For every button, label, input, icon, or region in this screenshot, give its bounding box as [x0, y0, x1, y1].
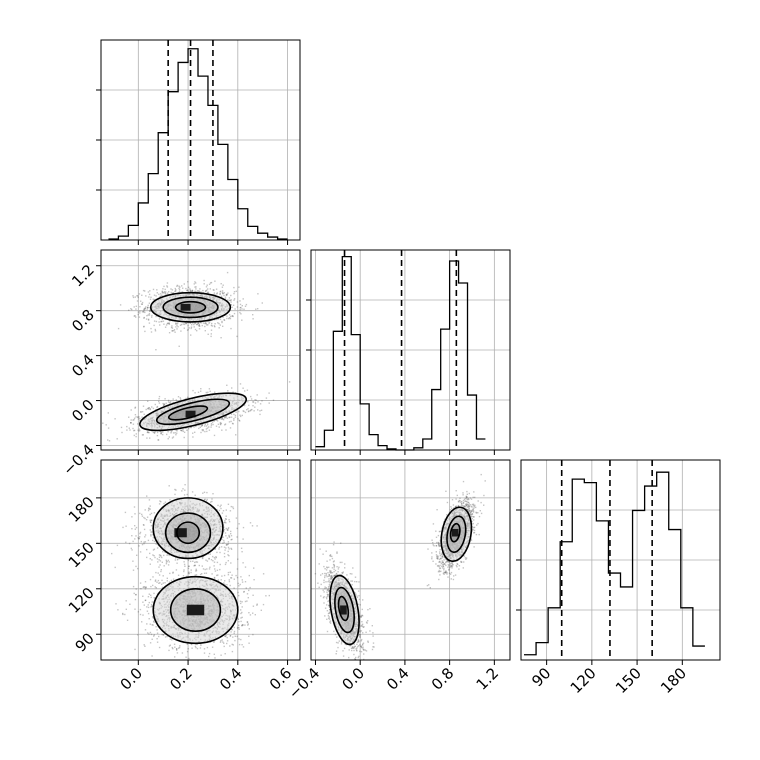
y-tick-label: 180	[65, 493, 98, 526]
x-tick-label: 150	[612, 664, 645, 697]
panel-0-contour-4	[155, 398, 231, 426]
y-tick-label: 0.4	[68, 351, 98, 381]
panel-2-contour-4	[446, 515, 467, 554]
x-tick-label: −0.4	[285, 664, 323, 702]
panel-2-peak-1	[451, 528, 459, 537]
histogram-0-steps	[108, 48, 288, 240]
y-tick-label: −0.4	[59, 441, 97, 479]
y-tick-label: 1.2	[68, 261, 98, 291]
frames-layer	[96, 39, 721, 665]
panel-frame-c0-r2	[100, 459, 301, 661]
histogram-2-steps	[524, 471, 705, 656]
x-tick-label: 0.4	[383, 664, 413, 694]
y-tick-label: 150	[65, 538, 98, 571]
x-tick-label: 120	[567, 664, 600, 697]
panel-1-peak-1	[186, 604, 205, 616]
grid-layer	[101, 40, 720, 660]
panel-0-contour-2	[174, 300, 207, 314]
panel-1-peak-0	[174, 528, 187, 538]
x-tick-label: 1.2	[473, 664, 503, 694]
x-tick-label: 90	[528, 664, 554, 690]
marks-layer	[108, 40, 705, 660]
x-tick-label: 0.2	[166, 664, 196, 694]
x-tick-label: 0.4	[216, 664, 246, 694]
panel-1-density-2	[176, 522, 200, 544]
panel-1-contour-1	[164, 512, 212, 554]
panel-2-contour-0	[329, 574, 360, 646]
panel-1-contour-4	[169, 587, 222, 633]
y-tick-label: 0.8	[68, 306, 98, 336]
y-tick-label: 120	[65, 584, 98, 617]
panel-2-contour-2	[337, 595, 350, 622]
x-tick-label: 0.0	[338, 664, 368, 694]
y-tick-label: 0.0	[68, 396, 98, 426]
panel-frame-c1-r2	[310, 459, 511, 661]
panel-0-contour-3	[139, 392, 248, 432]
histogram-1-steps	[315, 255, 486, 451]
panel-1-contour-2	[176, 521, 201, 545]
panel-frame-c0-r1	[100, 249, 301, 451]
panel-frame-c0-r0	[100, 39, 301, 241]
panel-0-contour-1	[162, 296, 219, 319]
panel-0-peak-1	[185, 410, 196, 418]
panel-2-contour-1	[334, 586, 355, 634]
x-tick-label: 0.0	[117, 664, 147, 694]
panel-2-contour-3	[440, 506, 473, 563]
panel-0-peak-0	[180, 303, 191, 311]
panel-2-peak-0	[340, 605, 347, 615]
x-tick-label: 180	[657, 664, 690, 697]
panel-1-contour-3	[152, 575, 239, 645]
panel-0-contour-0	[149, 291, 232, 323]
panel-0-contour-5	[167, 405, 209, 421]
panel-1-contour-0	[152, 497, 224, 560]
panel-2-contour-5	[449, 522, 461, 543]
y-tick-label: 90	[72, 629, 98, 655]
x-tick-label: 0.8	[428, 664, 458, 694]
panel-frame-c2-r2	[520, 459, 721, 661]
panel-frame-c1-r1	[310, 249, 511, 451]
